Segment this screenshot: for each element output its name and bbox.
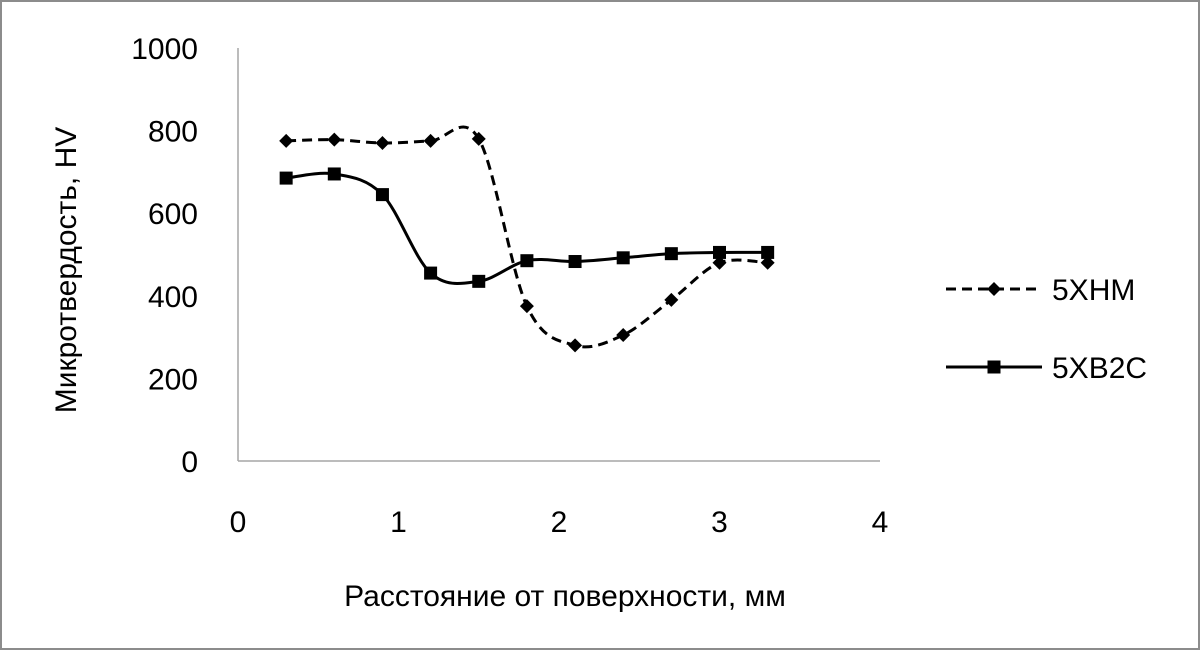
legend-label: 5ХНМ — [1052, 274, 1135, 307]
data-point — [375, 188, 389, 202]
data-point — [519, 299, 534, 314]
data-point — [279, 171, 293, 185]
data-point — [471, 131, 486, 146]
series-layer — [279, 125, 775, 353]
y-tick-label: 0 — [181, 446, 198, 479]
data-point — [664, 247, 678, 261]
y-tick-label: 800 — [148, 116, 198, 149]
series-2 — [279, 167, 775, 288]
data-point — [568, 338, 583, 353]
data-point — [760, 255, 775, 270]
data-point — [279, 133, 294, 148]
data-point — [712, 255, 727, 270]
series-1 — [279, 125, 775, 353]
series-line — [286, 125, 768, 349]
data-point — [520, 254, 534, 268]
y-tick-label: 200 — [148, 363, 198, 396]
x-tick-label: 0 — [230, 506, 247, 539]
legend-label: 5ХВ2С — [1052, 352, 1147, 385]
data-point — [472, 274, 486, 288]
legend-marker — [987, 282, 1001, 296]
legend: 5ХНМ 5ХВ2С — [946, 274, 1147, 385]
data-point — [423, 133, 438, 148]
x-axis-title: Расстояние от поверхности, мм — [344, 580, 786, 613]
legend-item: 5ХНМ — [946, 274, 1135, 307]
data-point — [327, 167, 341, 181]
data-point — [424, 266, 438, 280]
data-point — [761, 245, 775, 259]
y-tick-label: 400 — [148, 281, 198, 314]
legend-item: 5ХВ2С — [946, 352, 1147, 385]
legend-marker — [987, 360, 1001, 374]
data-point — [616, 251, 630, 265]
x-tick-label: 2 — [551, 506, 568, 539]
data-point — [568, 255, 582, 269]
data-point — [713, 245, 726, 259]
data-point — [327, 132, 342, 147]
y-axis-title: Микротвердость, HV — [50, 127, 83, 414]
x-tick-label: 3 — [711, 506, 728, 539]
data-point — [375, 135, 390, 150]
data-point — [616, 328, 631, 343]
x-tick-label: 1 — [390, 506, 407, 539]
y-tick-label: 600 — [148, 198, 198, 231]
x-tick-label: 4 — [872, 506, 889, 539]
axes-layer: 0 200 400 600 800 1000 0 1 2 3 4 — [131, 33, 888, 539]
y-tick-label: 1000 — [131, 33, 198, 66]
data-point — [664, 292, 679, 307]
